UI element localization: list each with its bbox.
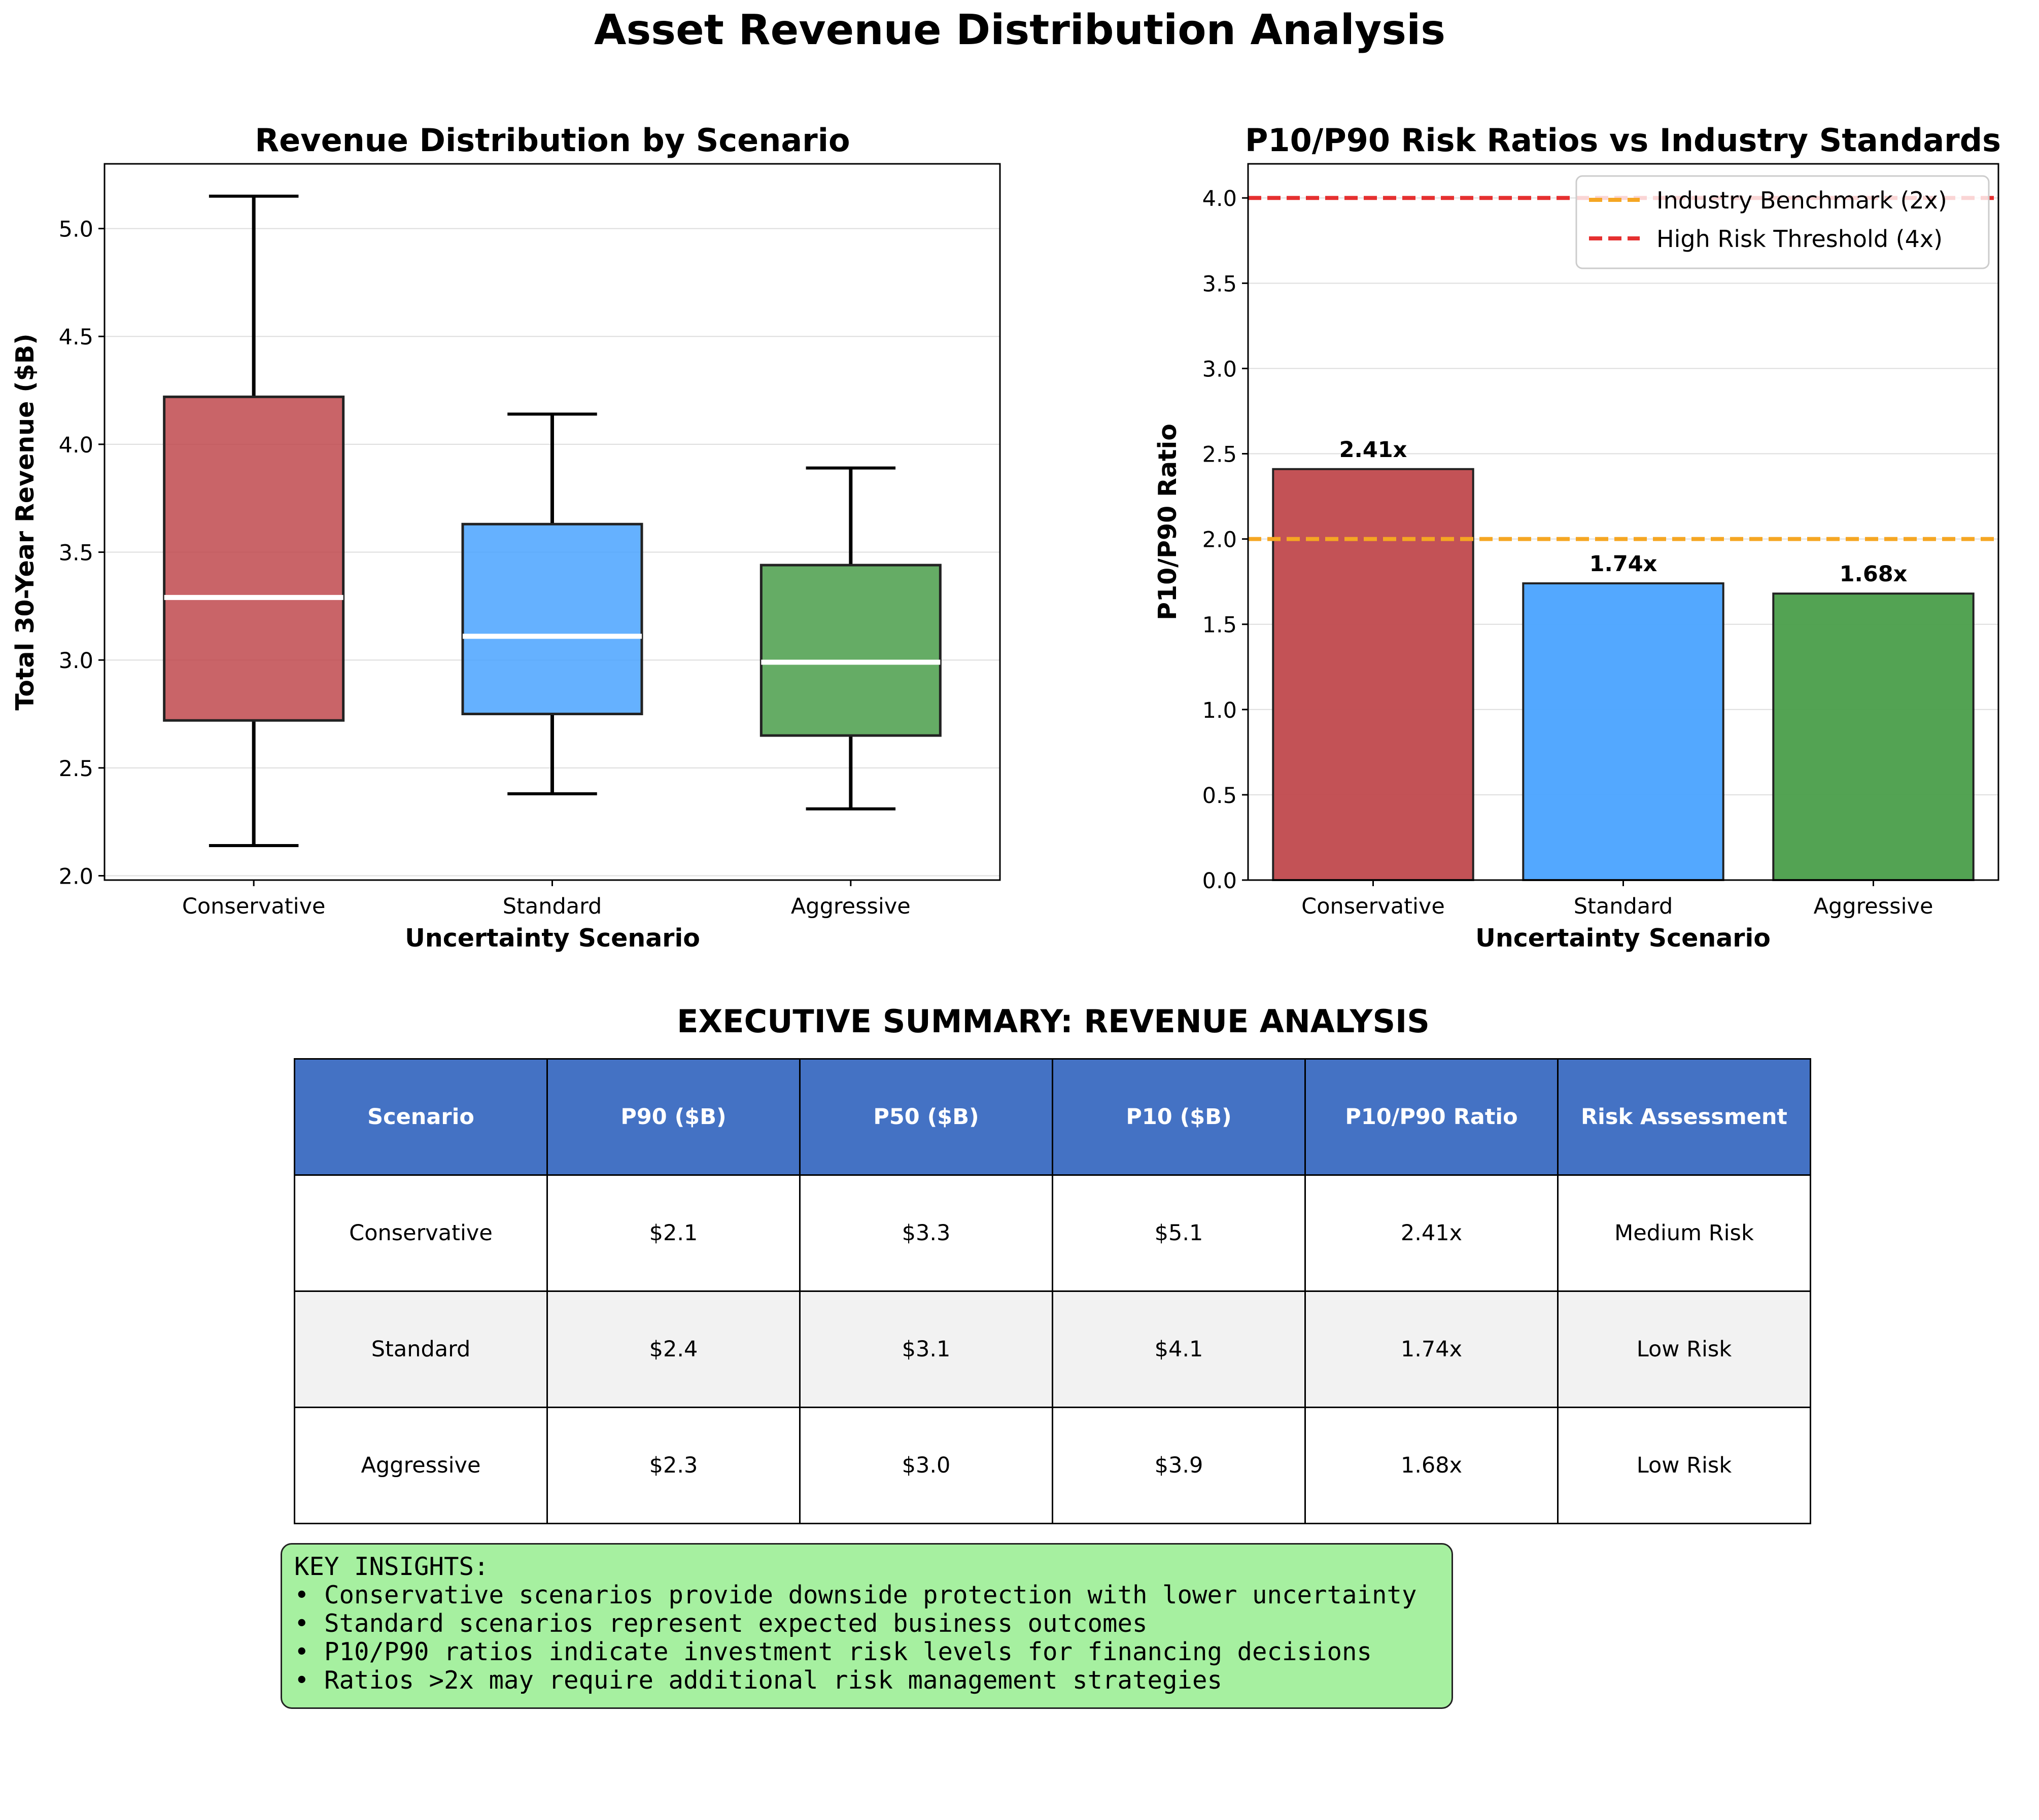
key-insights-box: KEY INSIGHTS: • Conservative scenarios pr… <box>281 1543 1453 1709</box>
bar-aggressive <box>1772 592 1975 881</box>
box-y-tick-label: 5.0 <box>59 217 93 242</box>
box-x-axis-label: Uncertainty Scenario <box>405 924 700 953</box>
box-standard <box>461 522 643 716</box>
bar-x-axis-label: Uncertainty Scenario <box>1475 924 1771 953</box>
table-header-cell: P50 ($B) <box>799 1058 1053 1176</box>
box-plot-panel: Revenue Distribution by Scenario 2.0 2.5 3… <box>11 122 1001 953</box>
box-y-tick-label: 4.5 <box>59 325 93 350</box>
table-cell: $2.3 <box>546 1407 801 1524</box>
table-header-cell: P10 ($B) <box>1052 1058 1306 1176</box>
bar-standard <box>1522 582 1724 881</box>
table-cell: Aggressive <box>294 1407 548 1524</box>
figure-title: Asset Revenue Distribution Analysis <box>594 6 1445 54</box>
table-header-cell: P10/P90 Ratio <box>1304 1058 1559 1176</box>
table-row: Standard $2.4 $3.1 $4.1 1.74x Low Risk <box>294 1290 1811 1408</box>
bar-y-tick-label: 1.0 <box>1202 698 1237 723</box>
legend-label-high-risk-threshold: High Risk Threshold (4x) <box>1656 225 1943 253</box>
table-row: Conservative $2.1 $3.3 $5.1 2.41x Medium… <box>294 1174 1811 1292</box>
executive-summary-table: Scenario P90 ($B) P50 ($B) P10 ($B) P10/… <box>294 1058 1811 1524</box>
bar-y-tick-label: 2.5 <box>1202 442 1237 468</box>
legend-box <box>1575 175 1990 269</box>
table-cell: 1.74x <box>1304 1290 1559 1408</box>
table-header-cell: P90 ($B) <box>546 1058 801 1176</box>
box-plot-title: Revenue Distribution by Scenario <box>255 122 850 159</box>
table-cell: Conservative <box>294 1174 548 1292</box>
table-title: EXECUTIVE SUMMARY: REVENUE ANALYSIS <box>677 1003 1430 1040</box>
table-header-row: Scenario P90 ($B) P50 ($B) P10 ($B) P10/… <box>294 1058 1811 1176</box>
table-cell: 2.41x <box>1304 1174 1559 1292</box>
table-cell: Low Risk <box>1557 1407 1811 1524</box>
insight-item: • Standard scenarios represent expected … <box>294 1609 1148 1638</box>
table-header-cell: Risk Assessment <box>1557 1058 1811 1176</box>
box-y-tick-label: 4.0 <box>59 433 93 458</box>
bar-data-label: 2.41x <box>1339 437 1407 463</box>
bar-data-label: 1.68x <box>1840 562 1908 587</box>
bar-chart-title: P10/P90 Risk Ratios vs Industry Standard… <box>1245 122 2001 159</box>
bar-y-tick-label: 0.5 <box>1202 783 1237 809</box>
box-y-axis-label: Total 30-Year Revenue ($B) <box>11 333 40 710</box>
box-x-tick-label: Aggressive <box>791 894 911 919</box>
box-y-tick-label: 3.5 <box>59 541 93 566</box>
box-y-tick-label: 2.5 <box>59 756 93 782</box>
box-x-tick-label: Standard <box>503 894 602 919</box>
bar-y-tick-label: 4.0 <box>1202 186 1237 212</box>
bar-x-tick-label: Standard <box>1574 894 1673 919</box>
bar-data-label: 1.74x <box>1589 551 1657 577</box>
insight-item: • Conservative scenarios provide downsid… <box>294 1581 1417 1609</box>
table-cell: $4.1 <box>1052 1290 1306 1408</box>
legend-label-industry-benchmark: Industry Benchmark (2x) <box>1656 187 1947 214</box>
bar-y-tick-label: 2.0 <box>1202 528 1237 553</box>
bar-x-tick-label: Conservative <box>1301 894 1445 919</box>
bar-marks <box>1272 468 1975 881</box>
insight-item: • Ratios >2x may require additional risk… <box>294 1666 1223 1695</box>
box-x-tick-label: Conservative <box>182 894 326 919</box>
box-y-tick-label: 2.0 <box>59 864 93 889</box>
table-cell: $3.9 <box>1052 1407 1306 1524</box>
table-row: Aggressive $2.3 $3.0 $3.9 1.68x Low Risk <box>294 1407 1811 1524</box>
table-cell: $3.3 <box>799 1174 1053 1292</box>
insights-heading: KEY INSIGHTS: <box>294 1552 489 1581</box>
bar-y-tick-label: 0.0 <box>1202 868 1237 894</box>
bar-conservative <box>1272 468 1474 881</box>
table-cell: Low Risk <box>1557 1290 1811 1408</box>
bar-y-axis-label: P10/P90 Ratio <box>1153 424 1182 620</box>
bar-y-tick-label: 1.5 <box>1202 613 1237 638</box>
bar-x-axis: Conservative Standard Aggressive <box>1301 880 1933 919</box>
table-cell: Medium Risk <box>1557 1174 1811 1292</box>
table-cell: Standard <box>294 1290 548 1408</box>
bar-y-tick-label: 3.5 <box>1202 271 1237 297</box>
box-conservative <box>163 395 345 722</box>
table-cell: $2.4 <box>546 1290 801 1408</box>
table-cell: $3.0 <box>799 1407 1053 1524</box>
table-cell: $5.1 <box>1052 1174 1306 1292</box>
bar-y-tick-label: 3.0 <box>1202 357 1237 382</box>
table-header-cell: Scenario <box>294 1058 548 1176</box>
table-cell: $3.1 <box>799 1290 1053 1408</box>
bar-data-labels: 2.41x 1.74x 1.68x <box>1339 437 1908 587</box>
box-x-axis: Conservative Standard Aggressive <box>182 880 911 919</box>
bar-x-tick-label: Aggressive <box>1814 894 1933 919</box>
box-y-axis: 2.0 2.5 3.0 3.5 4.0 4.5 5.0 <box>59 217 105 889</box>
table-cell: 1.68x <box>1304 1407 1559 1524</box>
box-marks <box>163 194 942 847</box>
box-aggressive <box>759 564 942 737</box>
bar-chart-panel: P10/P90 Risk Ratios vs Industry Standard… <box>1153 122 2001 953</box>
box-y-tick-label: 3.0 <box>59 648 93 674</box>
bar-y-axis: 0.0 0.5 1.0 1.5 2.0 2.5 3.0 3.5 4.0 <box>1202 186 1248 894</box>
table-cell: $2.1 <box>546 1174 801 1292</box>
insight-item: • P10/P90 ratios indicate investment ris… <box>294 1637 1372 1666</box>
legend: Industry Benchmark (2x) High Risk Thresh… <box>1575 175 1990 269</box>
